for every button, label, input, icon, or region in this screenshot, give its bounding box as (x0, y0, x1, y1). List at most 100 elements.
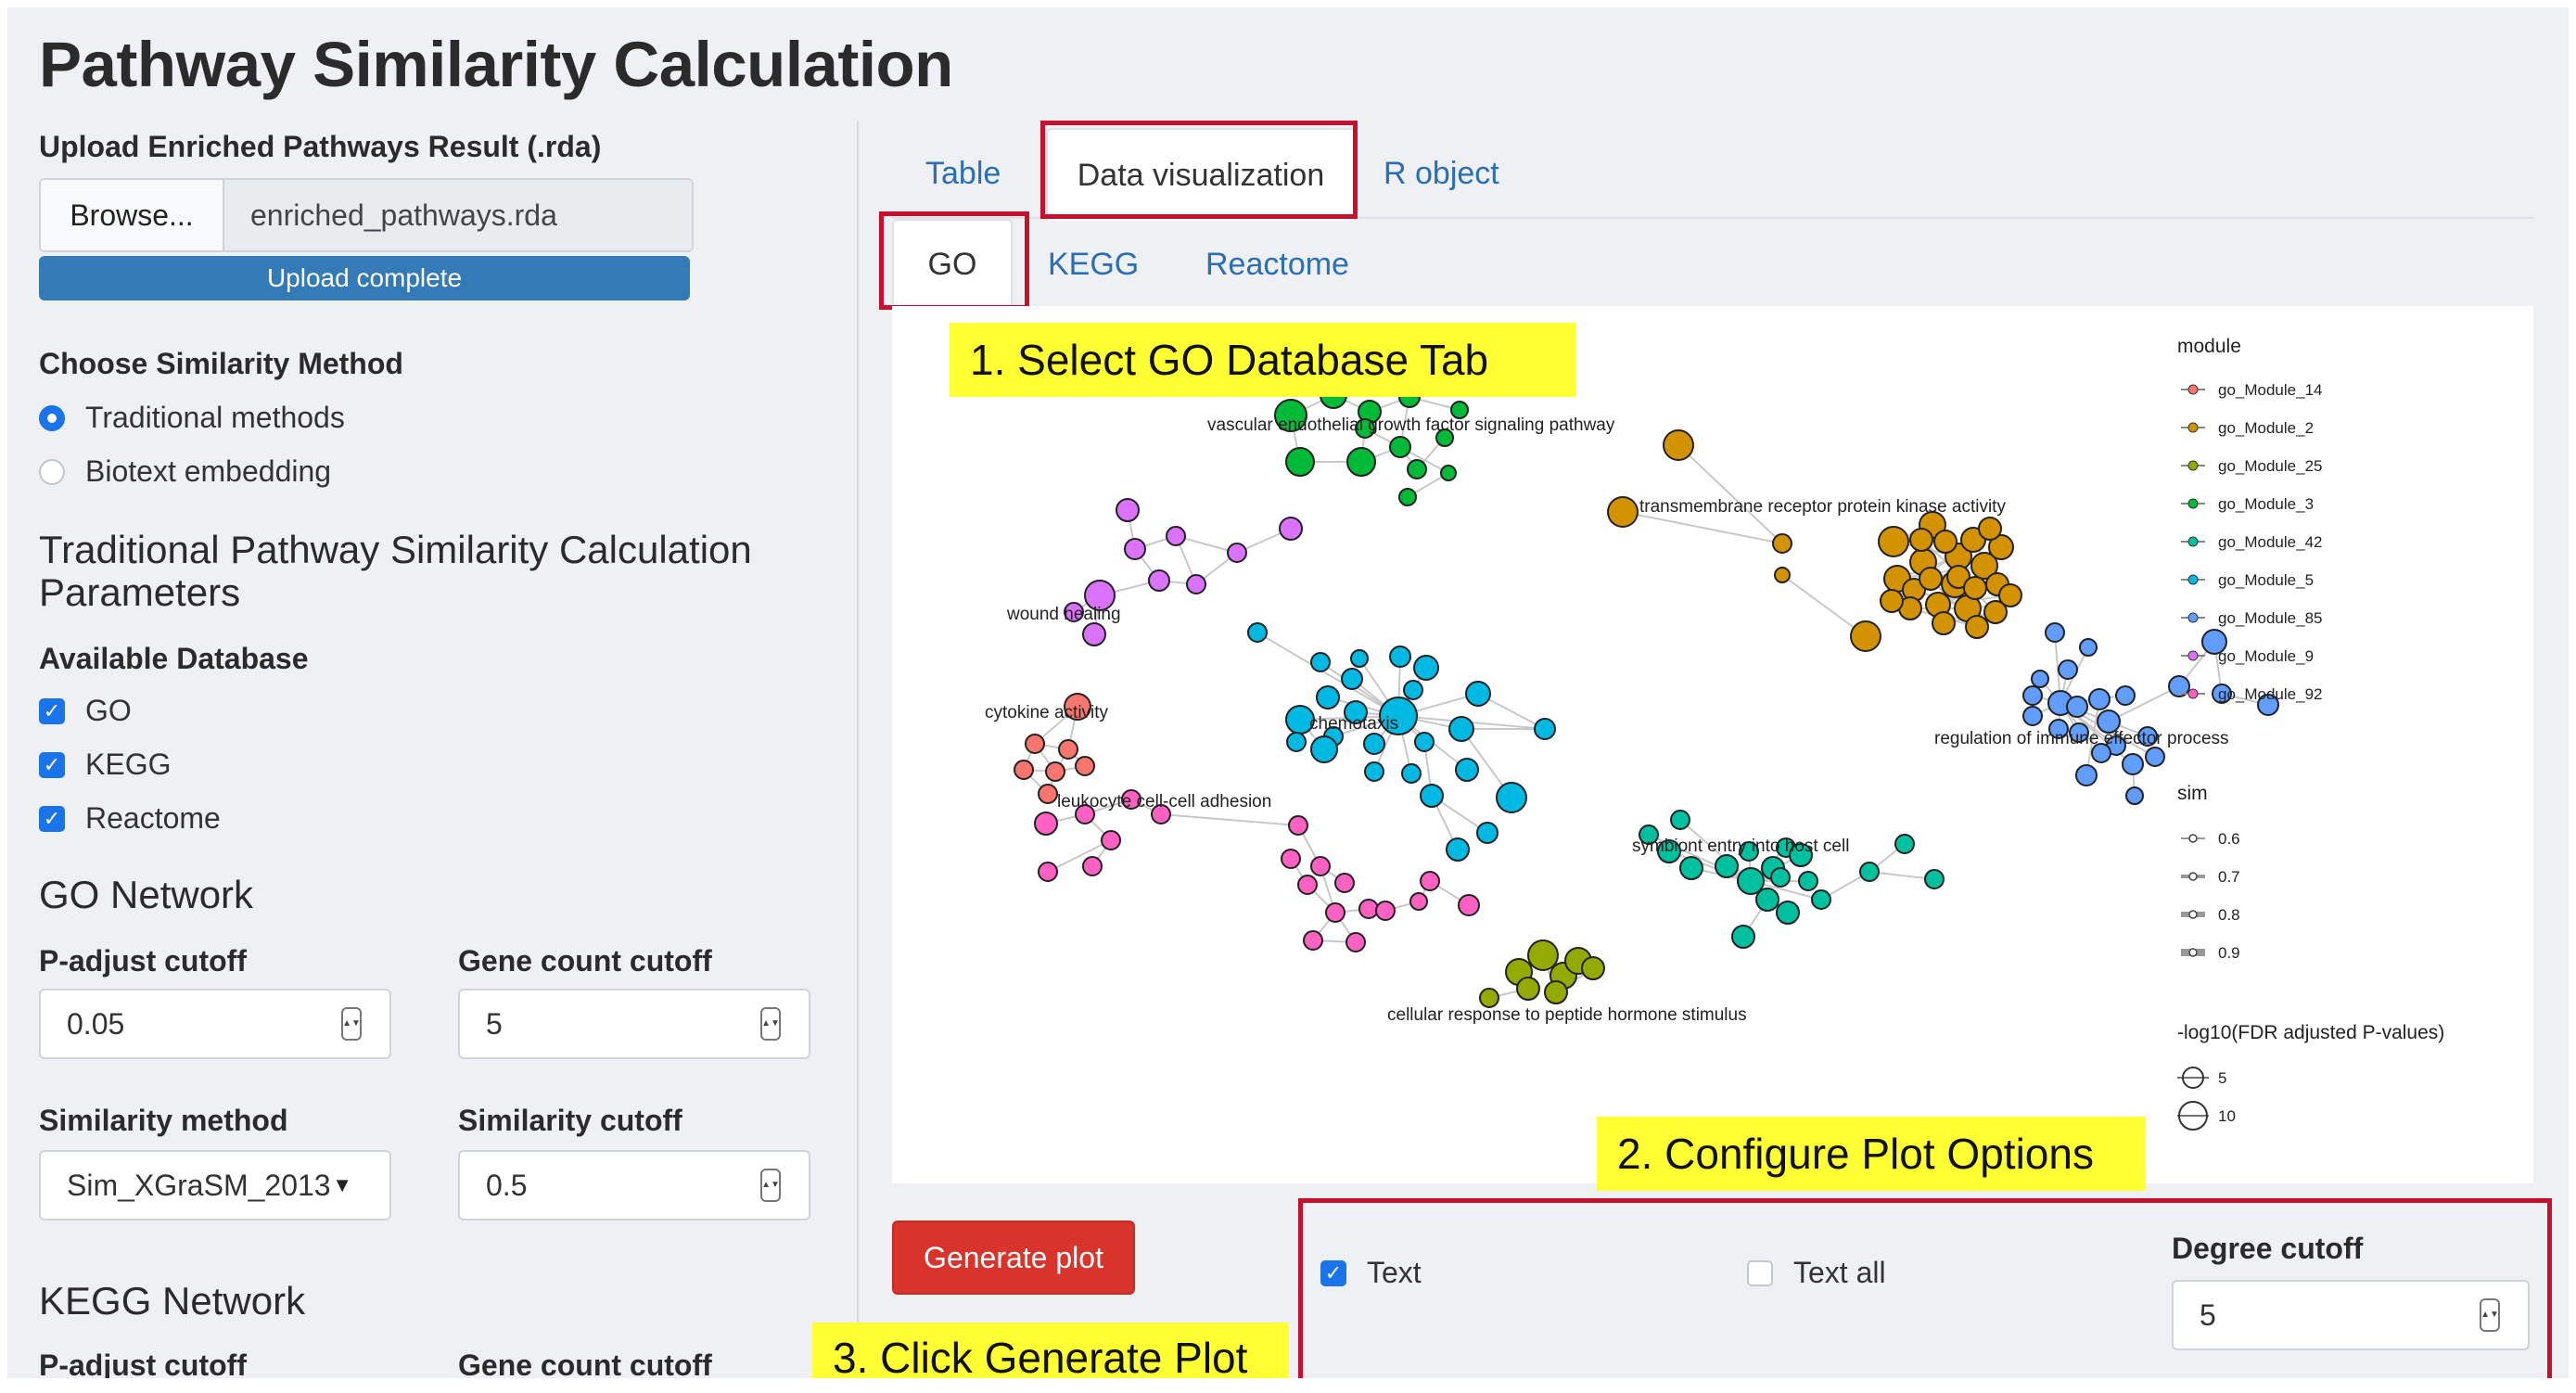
legend-module-title: module (2177, 336, 2241, 357)
legend-key (2187, 574, 2199, 585)
tab-r-object[interactable]: R object (1384, 156, 1499, 191)
network-node (1798, 871, 1818, 891)
network-node (1607, 496, 1639, 528)
legend-size-key (2182, 1067, 2204, 1089)
kegg-padj-label: P-adjust cutoff (39, 1348, 247, 1378)
degree-cutoff-input[interactable]: 5 ▲▼ (2172, 1280, 2530, 1350)
network-node (1310, 652, 1331, 672)
network-node (2022, 685, 2043, 706)
checkbox-checked[interactable]: ✓ (39, 751, 65, 778)
stepper-icon[interactable]: ▲▼ (760, 1169, 781, 1202)
network-node (1014, 760, 1034, 780)
database-label: Available Database (39, 642, 309, 675)
network-node (2212, 684, 2232, 704)
stepper-icon[interactable]: ▲▼ (760, 1007, 781, 1041)
network-node (1496, 782, 1527, 813)
tab-go[interactable]: GO (892, 219, 1013, 308)
params-heading: Traditional Pathway Similarity Calculati… (39, 528, 752, 614)
network-node (1880, 589, 1904, 613)
network-node (1440, 465, 1457, 481)
network-node (1247, 622, 1268, 643)
radio-biotext-embedding[interactable]: Biotext embedding (39, 454, 331, 489)
network-node (1988, 534, 2014, 560)
network-node (2097, 709, 2121, 734)
network-node (1435, 428, 1454, 447)
checkbox-checked[interactable]: ✓ (1320, 1259, 1346, 1286)
network-node (1346, 447, 1376, 477)
tab-kegg[interactable]: KEGG (1048, 247, 1140, 282)
network-node (1116, 498, 1140, 522)
go-padj-input[interactable]: 0.05 ▲▼ (39, 989, 391, 1059)
go-padj-label: P-adjust cutoff (39, 944, 247, 978)
network-graph: vascular endothelial growth factor signa… (985, 336, 2444, 1131)
network-node (1082, 856, 1103, 876)
network-node (1325, 902, 1345, 923)
checkbox-text[interactable]: ✓ Text (1320, 1256, 1422, 1290)
network-node (1355, 418, 1375, 439)
stepper-icon[interactable]: ▲▼ (341, 1007, 362, 1041)
checkbox-go[interactable]: ✓ GO (39, 694, 132, 728)
stepper-icon[interactable]: ▲▼ (2480, 1298, 2500, 1332)
network-node (1774, 567, 1791, 583)
browse-button[interactable]: Browse... (41, 180, 224, 250)
network-node (1479, 988, 1499, 1008)
cluster-label-tmrpk: transmembrane receptor protein kinase ac… (1639, 497, 2006, 517)
checkbox-reactome[interactable]: ✓ Reactome (39, 801, 221, 836)
network-node (2145, 747, 2165, 767)
network-node (1038, 862, 1058, 882)
network-edge (1677, 444, 1783, 544)
checkbox-text-all[interactable]: Text all (1747, 1256, 1886, 1290)
go-sim-method-select[interactable]: Sim_XGraSM_2013 ▼ (39, 1150, 391, 1220)
network-node (1859, 862, 1880, 882)
legend-sim-title: sim (2177, 783, 2208, 804)
checkbox-label: Text all (1793, 1256, 1886, 1289)
radio-button-selected[interactable] (39, 404, 65, 431)
go-gene-count-input[interactable]: 5 ▲▼ (458, 989, 810, 1059)
app-window: Pathway Similarity Calculation Upload En… (7, 7, 2569, 1378)
legend-module-label: go_Module_92 (2218, 685, 2322, 703)
checkbox-checked[interactable]: ✓ (39, 697, 65, 724)
tab-reactome[interactable]: Reactome (1205, 247, 1349, 282)
legend-module-label: go_Module_9 (2218, 647, 2314, 665)
legend-sim-label: 0.6 (2218, 830, 2240, 848)
radio-button[interactable] (39, 458, 65, 485)
network-edge (1896, 565, 1985, 580)
sidebar-panel: Upload Enriched Pathways Result (.rda) B… (7, 7, 861, 1378)
tab-data-visualization[interactable]: Data visualization (1046, 128, 1356, 221)
network-node (1715, 854, 1739, 878)
network-edge (1256, 632, 1399, 717)
tab-table[interactable]: Table (925, 156, 1001, 191)
go-sim-cutoff-input[interactable]: 0.5 ▲▼ (458, 1150, 810, 1220)
network-node (1446, 837, 1470, 862)
network-node (1379, 696, 1418, 735)
network-plot: vascular endothelial growth factor signa… (892, 306, 2533, 1183)
network-node (1924, 869, 1945, 889)
network-node (2201, 629, 2227, 655)
network-node (1970, 552, 1998, 580)
legend-key (2187, 688, 2199, 699)
network-node (1458, 894, 1480, 916)
network-node (1121, 789, 1141, 810)
checkbox-kegg[interactable]: ✓ KEGG (39, 748, 171, 782)
network-node (1286, 732, 1307, 752)
legend-key (2187, 384, 2199, 395)
network-node (1534, 718, 1556, 740)
network-node (1064, 693, 1091, 721)
checkbox-unchecked[interactable] (1747, 1259, 1773, 1286)
network-node (1998, 583, 2022, 607)
network-node (1407, 459, 1427, 479)
network-node (1082, 622, 1106, 646)
network-edge (1175, 535, 1238, 554)
network-edge (1622, 511, 1783, 544)
network-node (1414, 732, 1435, 752)
network-node (1776, 901, 1800, 925)
network-node (1281, 849, 1301, 869)
network-node (2079, 638, 2098, 657)
checkbox-checked[interactable]: ✓ (39, 805, 65, 832)
file-upload-input[interactable]: Browse... enriched_pathways.rda (39, 178, 694, 252)
network-node (1064, 602, 1084, 622)
network-node (1227, 543, 1247, 563)
network-node (1334, 873, 1355, 893)
generate-plot-button[interactable]: Generate plot (892, 1220, 1135, 1295)
radio-traditional-methods[interactable]: Traditional methods (39, 401, 345, 435)
